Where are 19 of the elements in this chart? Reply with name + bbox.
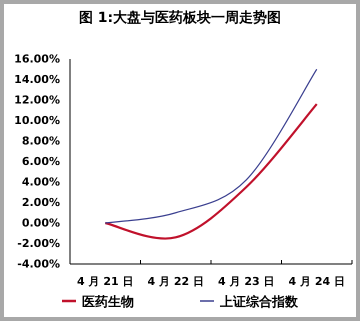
y-tick-label: 10.00% xyxy=(14,114,60,127)
y-tick-label: -4.00% xyxy=(17,258,60,270)
y-tick-label: -2.00% xyxy=(17,237,60,250)
y-tick-label: 2.00% xyxy=(22,196,60,209)
y-tick-label: 16.00% xyxy=(14,52,60,66)
y-tick-label: 4.00% xyxy=(22,176,60,188)
y-tick-label: 8.00% xyxy=(22,134,60,148)
y-tick-label: 14.00% xyxy=(14,73,60,86)
x-tick-label: 4 月 23 日 xyxy=(218,275,274,288)
chart-title: 图 1:大盘与医药板块一周走势图 xyxy=(78,10,282,26)
x-tick-label: 4 月 22 日 xyxy=(148,275,204,288)
y-tick-label: 0.00% xyxy=(22,216,60,230)
legend-label: 上证综合指数 xyxy=(219,294,299,310)
legend-label: 医药生物 xyxy=(82,294,134,310)
y-tick-label: 6.00% xyxy=(22,155,60,168)
y-tick-label: 12.00% xyxy=(14,94,60,106)
x-tick-label: 4 月 24 日 xyxy=(288,275,345,288)
line-series xyxy=(104,68,318,224)
x-tick-label: 4 月 21 日 xyxy=(77,275,134,288)
